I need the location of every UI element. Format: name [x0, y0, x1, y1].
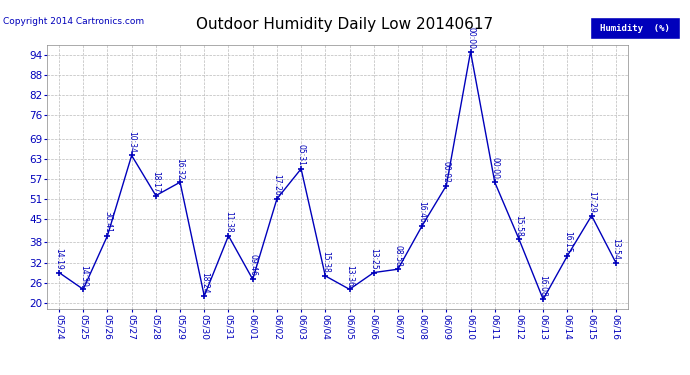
Text: 11:38: 11:38 — [224, 211, 233, 233]
Text: Copyright 2014 Cartronics.com: Copyright 2014 Cartronics.com — [3, 17, 145, 26]
Text: 14:30: 14:30 — [79, 265, 88, 286]
Text: 13:25: 13:25 — [369, 248, 378, 270]
Text: Humidity  (%): Humidity (%) — [600, 24, 670, 33]
Text: 14:19: 14:19 — [55, 248, 63, 270]
Text: 30:41: 30:41 — [103, 211, 112, 233]
Text: 16:46: 16:46 — [417, 201, 426, 223]
Text: 18:24: 18:24 — [200, 272, 209, 293]
Text: 10:34: 10:34 — [127, 131, 136, 153]
Text: 13:36: 13:36 — [345, 265, 354, 286]
Text: 08:58: 08:58 — [393, 245, 402, 267]
Text: 00:00: 00:00 — [491, 158, 500, 179]
Text: 16:15: 16:15 — [563, 231, 572, 253]
Text: 13:54: 13:54 — [611, 238, 620, 260]
Text: 17:26: 17:26 — [273, 174, 282, 196]
Text: 15:58: 15:58 — [515, 214, 524, 236]
Text: 16:32: 16:32 — [175, 158, 184, 179]
Text: 05:31: 05:31 — [297, 144, 306, 166]
Text: 15:38: 15:38 — [321, 251, 330, 273]
Text: 16:08: 16:08 — [539, 275, 548, 297]
Text: 00:02: 00:02 — [442, 161, 451, 183]
Text: 17:29: 17:29 — [587, 191, 596, 213]
Text: 09:46: 09:46 — [248, 255, 257, 276]
Text: 18:17: 18:17 — [151, 171, 160, 193]
Text: 00:00: 00:00 — [466, 27, 475, 49]
Text: Outdoor Humidity Daily Low 20140617: Outdoor Humidity Daily Low 20140617 — [197, 17, 493, 32]
